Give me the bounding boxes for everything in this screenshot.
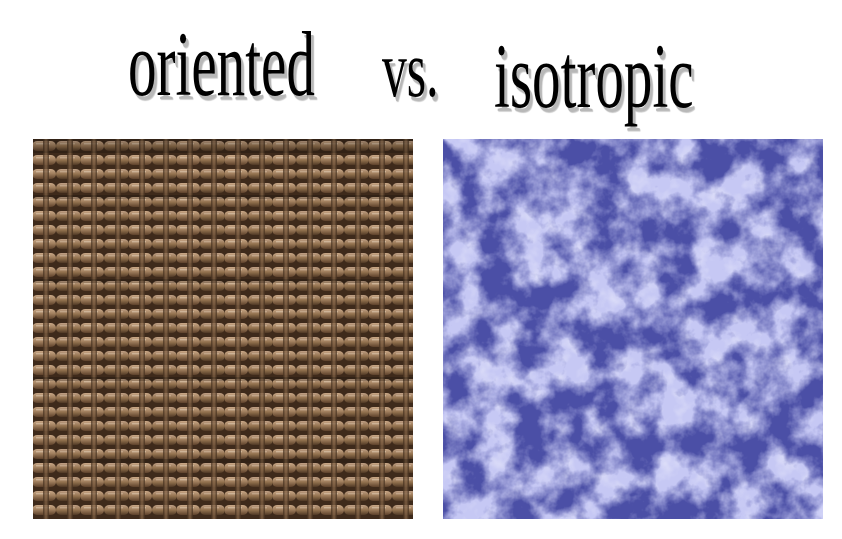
clouds-svg bbox=[443, 139, 823, 519]
headline-isotropic: isotropic bbox=[494, 25, 694, 127]
clouds-texture-image bbox=[443, 139, 823, 519]
headline-vs: vs. bbox=[382, 26, 439, 114]
wicker-texture-image bbox=[33, 139, 413, 519]
wicker-weave-svg bbox=[33, 139, 413, 519]
headline-oriented: oriented bbox=[128, 13, 315, 115]
